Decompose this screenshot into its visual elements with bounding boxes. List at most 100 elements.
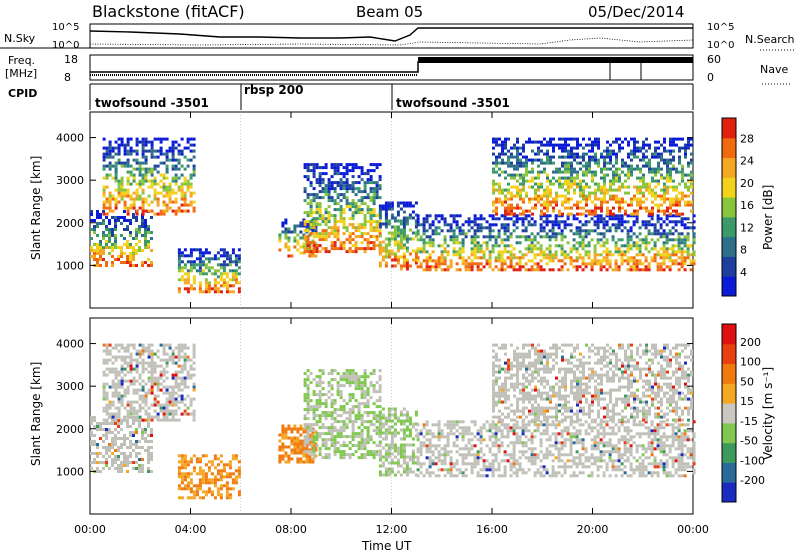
echo-cell: [585, 152, 588, 156]
echo-cell: [348, 169, 352, 173]
echo-cell: [105, 216, 108, 219]
echo-cell: [144, 361, 148, 365]
echo-cell: [485, 259, 489, 263]
echo-cell: [594, 206, 597, 210]
echo-cell: [144, 176, 148, 180]
echo-cell: [189, 397, 193, 401]
echo-cell: [639, 146, 642, 150]
echo-cell: [582, 152, 585, 156]
echo-cell: [647, 241, 651, 245]
echo-cell: [290, 448, 294, 452]
echo-cell: [602, 235, 606, 239]
echo-cell: [626, 256, 630, 260]
echo-cell: [315, 435, 319, 439]
echo-cell: [174, 382, 178, 386]
echo-cell: [686, 250, 690, 254]
echo-cell: [90, 219, 93, 222]
echo-cell: [411, 425, 415, 429]
echo-cell: [108, 161, 112, 165]
echo-cell: [219, 493, 223, 497]
echo-cell: [675, 194, 678, 198]
echo-cell: [684, 155, 687, 159]
echo-cell: [171, 373, 175, 377]
echo-cell: [219, 496, 223, 500]
echo-cell: [105, 431, 108, 434]
echo-cell: [584, 265, 588, 269]
echo-cell: [210, 481, 214, 485]
echo-cell: [498, 182, 501, 186]
echo-cell: [147, 240, 150, 243]
echo-cell: [570, 176, 573, 180]
echo-cell: [428, 268, 432, 272]
echo-cell: [396, 228, 400, 232]
echo-cell: [584, 250, 588, 254]
echo-cell: [180, 203, 184, 207]
echo-cell: [126, 137, 130, 141]
echo-cell: [330, 241, 334, 245]
echo-cell: [639, 158, 642, 162]
echo-cell: [150, 431, 153, 434]
echo-cell: [585, 182, 588, 186]
echo-cell: [108, 358, 112, 362]
echo-cell: [105, 176, 109, 180]
echo-cell: [594, 188, 597, 192]
echo-cell: [330, 387, 334, 391]
echo-cell: [669, 158, 672, 162]
echo-cell: [306, 396, 310, 400]
echo-cell: [408, 201, 412, 205]
echo-cell: [171, 176, 175, 180]
echo-cell: [470, 235, 474, 239]
echo-cell: [363, 390, 367, 394]
echo-cell: [617, 253, 621, 257]
echo-cell: [150, 415, 154, 419]
echo-cell: [330, 444, 334, 448]
echo-cell: [165, 361, 169, 365]
echo-cell: [306, 175, 310, 179]
echo-cell: [393, 228, 397, 232]
echo-cell: [327, 456, 331, 460]
echo-cell: [584, 223, 588, 227]
echo-cell: [425, 220, 429, 224]
echo-cell: [581, 241, 585, 245]
echo-cell: [231, 290, 235, 294]
echo-cell: [524, 262, 528, 266]
echo-cell: [627, 185, 630, 189]
echo-cell: [491, 247, 495, 251]
echo-cell: [231, 248, 235, 252]
echo-cell: [186, 358, 190, 362]
echo-cell: [339, 390, 343, 394]
echo-cell: [123, 191, 127, 195]
echo-cell: [216, 263, 220, 267]
echo-cell: [512, 247, 516, 251]
echo-cell: [662, 232, 666, 236]
echo-cell: [498, 137, 501, 141]
echo-cell: [506, 250, 510, 254]
echo-cell: [624, 161, 627, 165]
echo-cell: [309, 405, 313, 409]
echo-cell: [284, 427, 288, 431]
echo-cell: [584, 220, 588, 224]
echo-cell: [524, 253, 528, 257]
echo-cell: [540, 158, 543, 162]
echo-cell: [549, 137, 552, 141]
echo-cell: [681, 173, 684, 177]
echo-cell: [639, 170, 642, 174]
echo-cell: [627, 173, 630, 177]
echo-cell: [516, 161, 519, 165]
echo-cell: [348, 223, 352, 227]
echo-cell: [195, 490, 199, 494]
echo-cell: [366, 232, 370, 236]
echo-cell: [153, 361, 157, 365]
echo-cell: [201, 269, 205, 273]
echo-cell: [360, 453, 364, 457]
echo-cell: [108, 206, 112, 210]
echo-cell: [312, 438, 316, 442]
echo-cell: [587, 229, 591, 233]
echo-cell: [309, 450, 313, 454]
echo-cell: [605, 241, 609, 245]
echo-cell: [570, 146, 573, 150]
echo-cell: [482, 235, 486, 239]
echo-cell: [446, 268, 450, 272]
echo-cell: [123, 443, 126, 446]
echo-cell: [378, 261, 382, 265]
